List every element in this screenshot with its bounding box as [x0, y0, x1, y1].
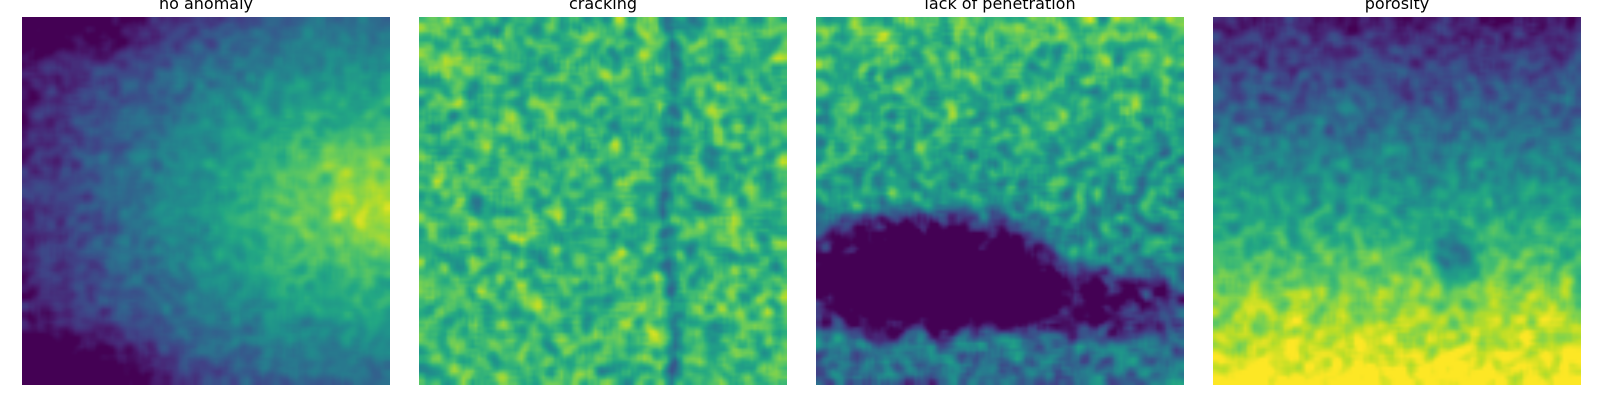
panel-title-no-anomaly: no anomaly [158, 0, 254, 13]
image-porosity [1213, 17, 1581, 385]
image-lack-of-penetration [816, 17, 1184, 385]
image-no-anomaly [22, 17, 390, 385]
panel-lack-of-penetration: lack of penetration [816, 0, 1184, 392]
image-cracking [419, 17, 787, 385]
panel-title-cracking: cracking [569, 0, 637, 13]
panel-title-porosity: porosity [1364, 0, 1430, 13]
panel-cracking: cracking [419, 0, 787, 392]
panel-title-lack-of-penetration: lack of penetration [924, 0, 1076, 13]
panel-porosity: porosity [1213, 0, 1581, 392]
panel-no-anomaly: no anomaly [22, 0, 390, 392]
